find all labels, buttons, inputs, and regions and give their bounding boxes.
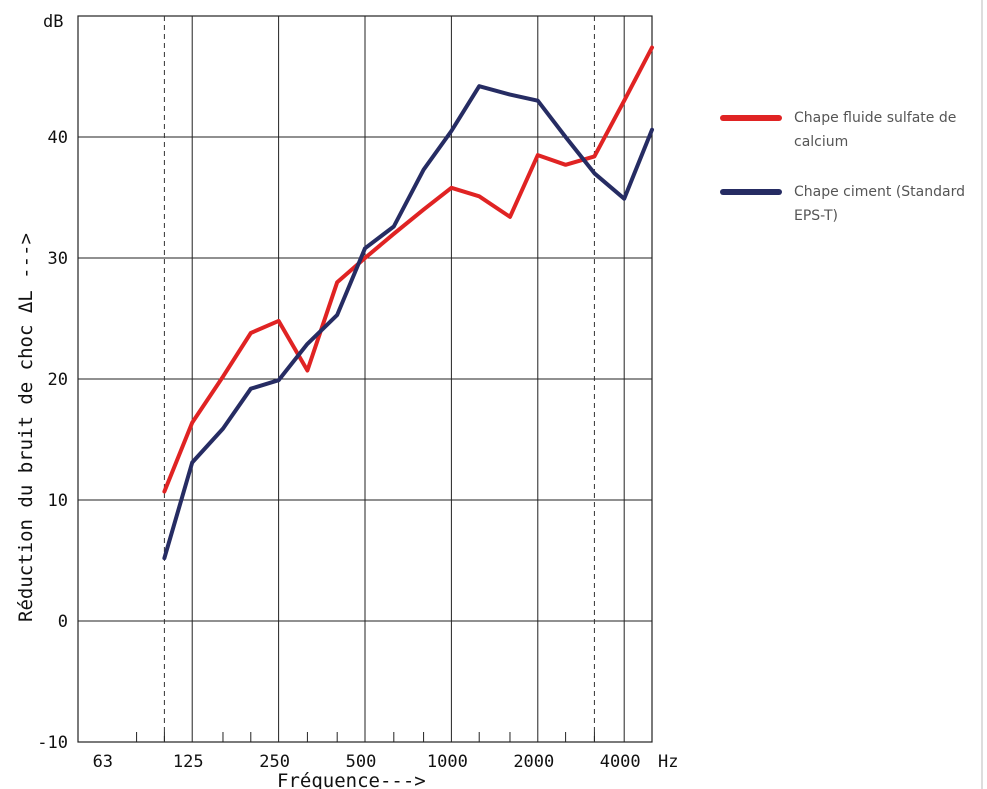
y-axis-title: Réduction du bruit de choc ΔL ---> [15, 233, 37, 622]
x-tick-label: 4000 [600, 752, 641, 772]
y-tick-label: 0 [58, 612, 68, 632]
y-tick-label: 40 [48, 128, 68, 148]
series-layer [162, 45, 654, 561]
legend-label-sulfate: Chape fluide sulfate de calcium [794, 110, 957, 150]
x-tick-label: 250 [259, 752, 290, 772]
x-tick-label: 500 [346, 752, 377, 772]
x-tick-label: 63 [93, 752, 113, 772]
y-tick-label: -10 [37, 733, 68, 753]
x-unit-label: Hz [658, 752, 678, 772]
legend-item-ciment: Chape ciment (Standard EPS-T) [720, 180, 975, 228]
legend-swatch-red [720, 115, 782, 121]
y-tick-label: 10 [48, 491, 68, 511]
x-tick-label: 1000 [427, 752, 468, 772]
grid [77, 15, 653, 743]
y-tick-label: 20 [48, 370, 68, 390]
legend-swatch-navy [720, 189, 782, 195]
series-line-sulfate [162, 45, 654, 494]
tick-labels: -10 0 10 20 30 40 63 125 250 500 1000 2000 4000 [37, 128, 640, 772]
legend-label-ciment: Chape ciment (Standard EPS-T) [794, 184, 965, 224]
x-axis-title: Fréquence---> [277, 770, 426, 789]
legend-item-sulfate: Chape fluide sulfate de calcium [720, 106, 975, 154]
series-line-ciment [162, 84, 654, 561]
y-unit-label: dB [43, 12, 63, 32]
legend: Chape fluide sulfate de calcium Chape ci… [720, 106, 975, 254]
right-border [981, 0, 983, 789]
y-tick-label: 30 [48, 249, 68, 269]
x-tick-label: 125 [173, 752, 204, 772]
x-tick-label: 2000 [513, 752, 554, 772]
